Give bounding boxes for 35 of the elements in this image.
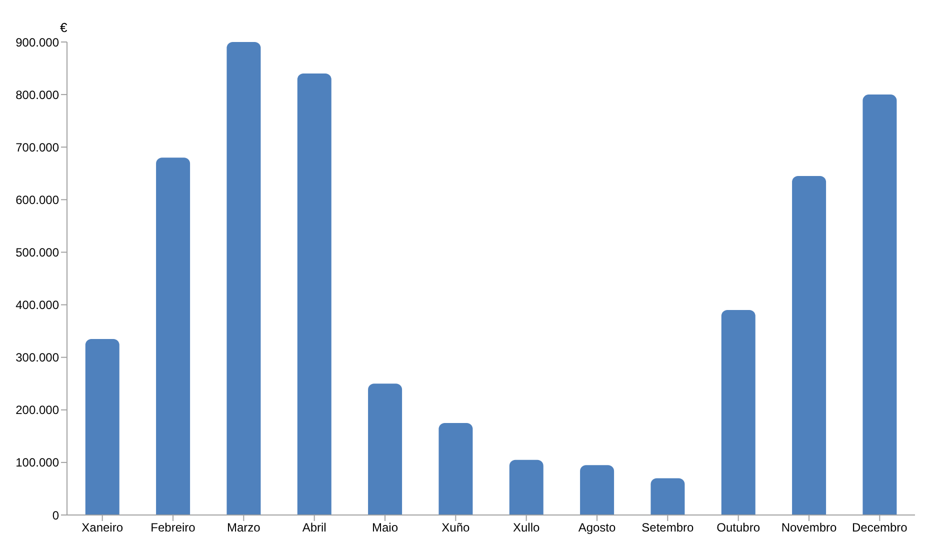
y-tick-label: 500.000 — [16, 245, 60, 260]
bar — [297, 74, 332, 515]
x-tick-label: Agosto — [578, 520, 616, 535]
x-tick-label: Xullo — [512, 520, 540, 535]
x-tick-label: Xaneiro — [82, 520, 124, 535]
y-tick-label: 900.000 — [16, 35, 60, 50]
y-axis-title: € — [60, 20, 68, 35]
x-tick-label: Novembro — [781, 520, 837, 535]
y-tick-label: 100.000 — [16, 456, 60, 470]
x-tick-label: Decembro — [852, 520, 908, 535]
x-tick-label: Maio — [372, 520, 398, 535]
bar — [438, 423, 473, 515]
bar — [226, 42, 261, 515]
bar — [650, 478, 685, 515]
x-tick-label: Outubro — [716, 520, 760, 535]
bar — [721, 310, 756, 515]
x-tick-label: Febreiro — [150, 520, 196, 535]
bar — [792, 176, 826, 515]
x-tick-label: Xuño — [442, 520, 470, 535]
x-tick-label: Marzo — [226, 520, 261, 535]
y-tick-label: 400.000 — [16, 298, 60, 312]
x-tick-label: Abril — [302, 520, 326, 535]
bar — [862, 94, 897, 515]
bar — [509, 460, 544, 515]
y-tick-label: 700.000 — [16, 140, 60, 154]
bar — [580, 465, 614, 515]
bar — [156, 158, 190, 515]
y-tick-label: 200.000 — [16, 403, 60, 418]
y-tick-label: 300.000 — [16, 350, 60, 365]
x-tick-label: Setembro — [642, 520, 694, 535]
y-tick-label: 0 — [52, 508, 60, 522]
bar — [368, 384, 402, 515]
y-tick-label: 800.000 — [16, 88, 60, 102]
y-tick-label: 600.000 — [16, 192, 60, 207]
bar — [85, 338, 120, 515]
